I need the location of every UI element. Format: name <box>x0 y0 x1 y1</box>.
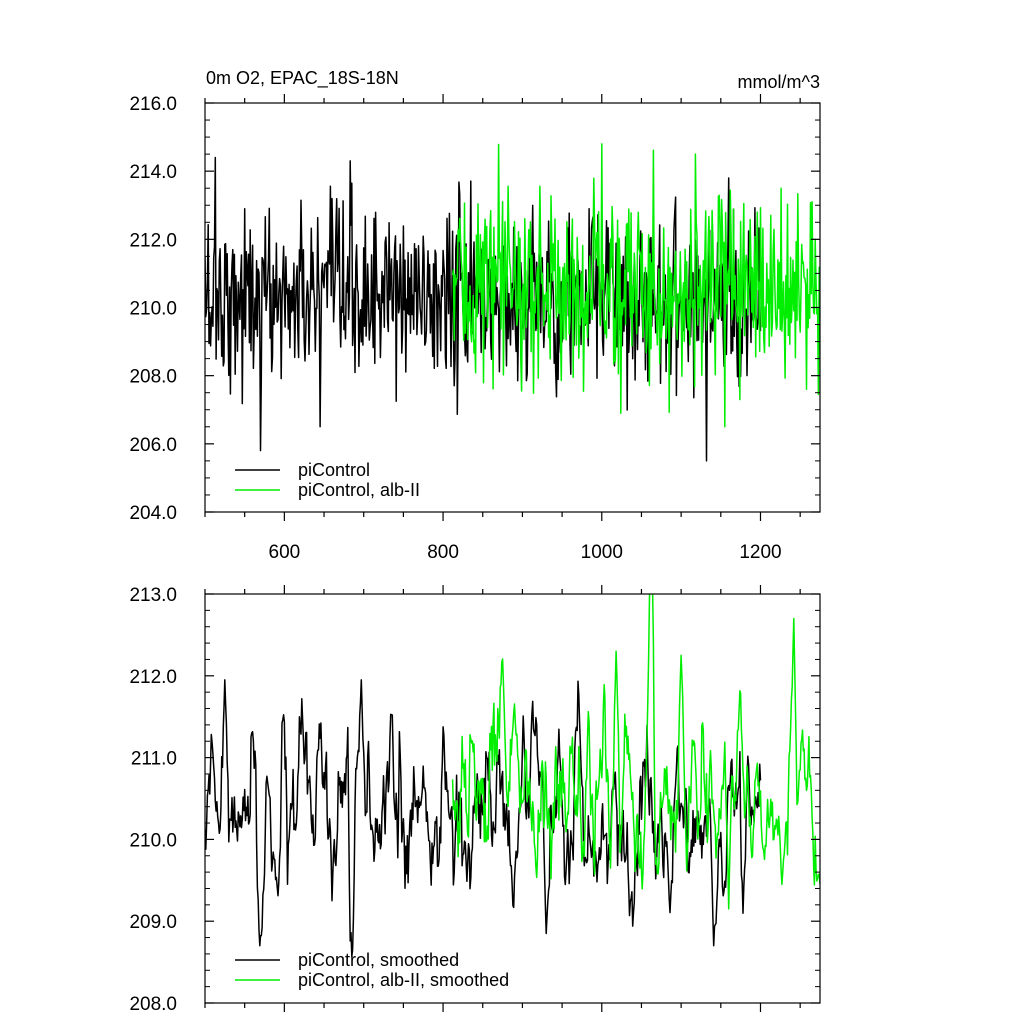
chart-title: 0m O2, EPAC_18S-18N <box>206 68 399 89</box>
x-tick-label: 1200 <box>739 542 781 563</box>
y-tick-label: 211.0 <box>131 749 177 770</box>
y-tick-label: 216.0 <box>129 94 177 115</box>
y-tick-label: 208.0 <box>129 994 177 1015</box>
bottom-panel: 208.0 209.0 210.0 211.0 212.0 213.0 piControl,… <box>129 585 821 1015</box>
x-tick-label: 600 <box>269 542 301 563</box>
legend-label: piControl, alb-II, smoothed <box>298 970 509 990</box>
top-panel: 204.0 206.0 208.0 210.0 212.0 214.0 216.0 600 80… <box>129 94 821 563</box>
y-tick-label: 212.0 <box>129 230 177 251</box>
series-line-2 <box>451 143 820 428</box>
series-line-2 <box>451 594 820 910</box>
series-line-1 <box>205 679 762 958</box>
y-tick-label: 206.0 <box>129 435 177 456</box>
legend-label: piControl, smoothed <box>298 950 459 970</box>
plot-frame <box>204 593 821 1004</box>
y-tick-label: 204.0 <box>129 503 177 524</box>
units-label: mmol/m^3 <box>738 72 820 92</box>
legend-label: piControl <box>298 460 370 480</box>
y-tick-label: 214.0 <box>129 162 177 183</box>
x-tick-label: 800 <box>427 542 459 563</box>
y-tick-label: 212.0 <box>129 667 177 688</box>
y-tick-label: 213.0 <box>129 585 177 606</box>
y-tick-label: 209.0 <box>129 912 177 933</box>
legend-label: piControl, alb-II <box>298 480 420 500</box>
y-tick-label: 208.0 <box>129 367 177 388</box>
x-tick-label: 1000 <box>581 542 623 563</box>
y-tick-label: 210.0 <box>129 299 177 320</box>
y-tick-label: 210.0 <box>129 830 177 851</box>
